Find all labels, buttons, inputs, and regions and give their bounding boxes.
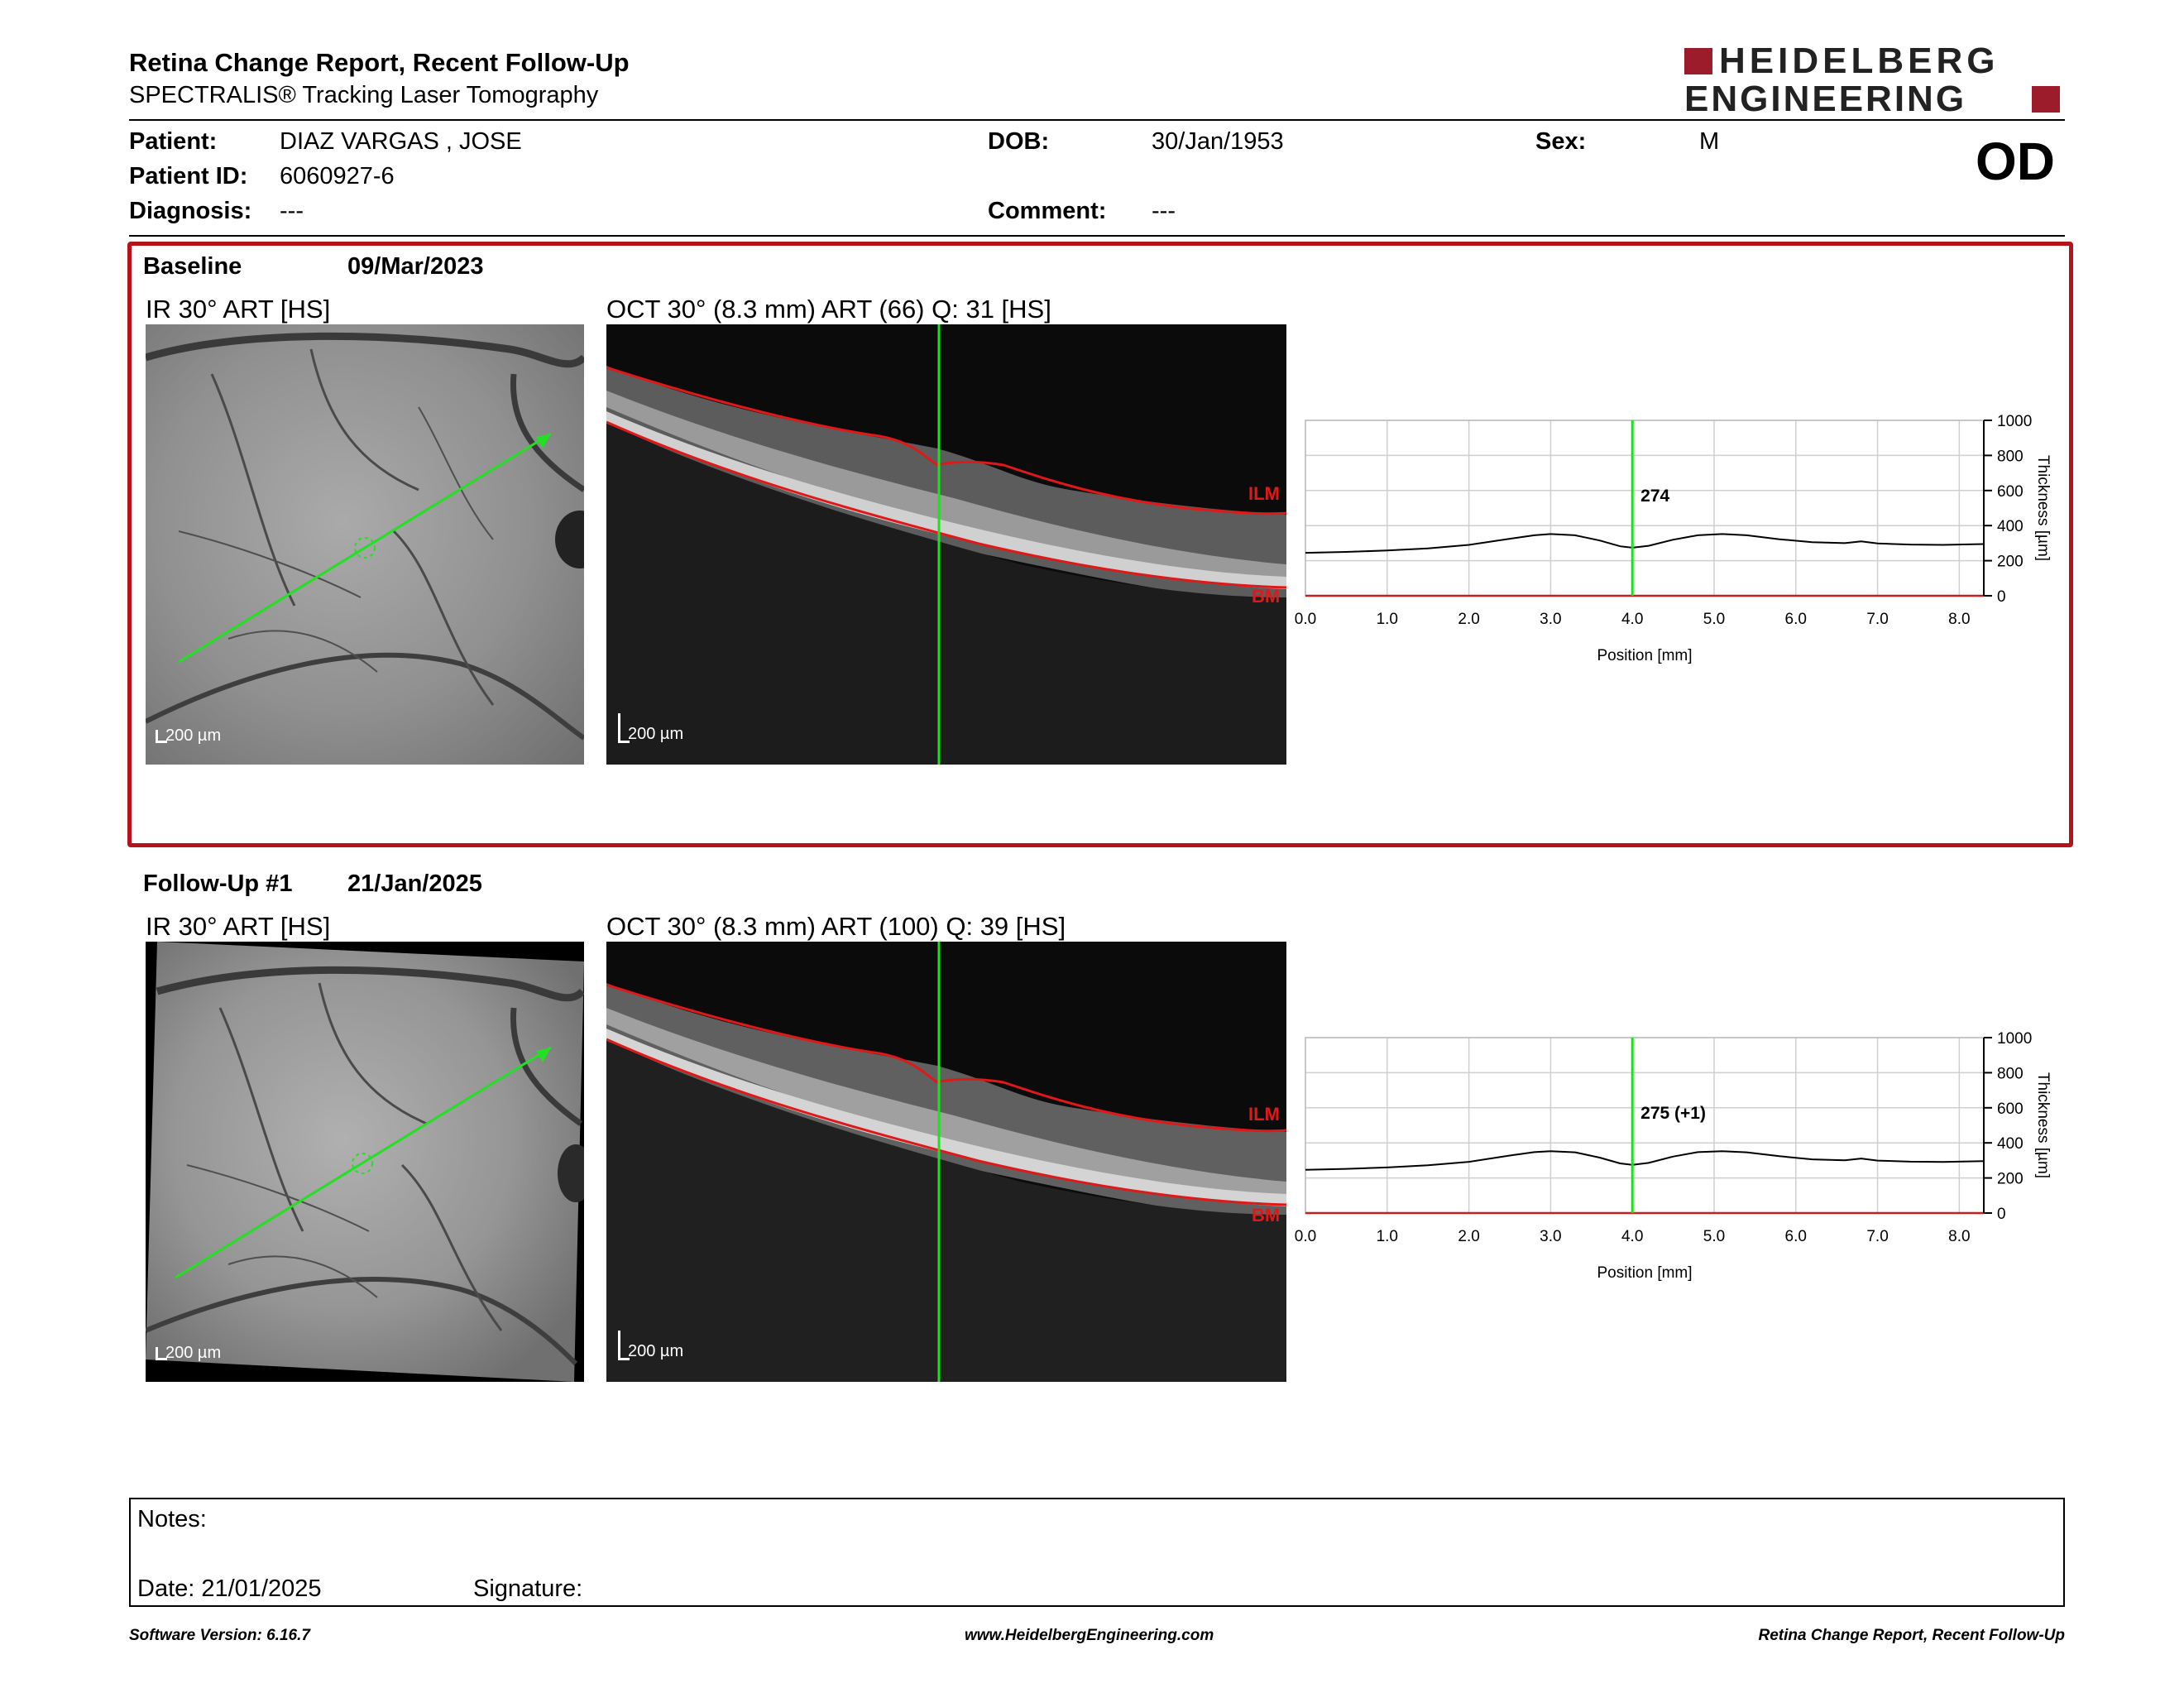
marker-value-label: 275 (+1) (1640, 1104, 1706, 1123)
followup-oct-layers: ILM BM (606, 942, 1286, 1382)
y-axis-label: Thickness [µm] (2034, 455, 2052, 561)
baseline-thickness-chart: 0 200 400 600 800 1000 0.0 1.0 2.0 3.0 4.0 5.0 6.0 7.… (1295, 413, 2052, 664)
report-subtitle: SPECTRALIS® Tracking Laser Tomography (129, 82, 599, 108)
thickness-line (1305, 1150, 1985, 1171)
followup-ir-vessels (146, 942, 584, 1382)
y-tick-label: 200 (1997, 554, 2024, 571)
y-tick-label: 0 (1997, 588, 2006, 606)
followup-ir-scale: 200 µm (165, 1344, 222, 1362)
baseline-date: 09/Mar/2023 (347, 253, 484, 280)
plot-frame (1305, 1037, 1985, 1214)
x-tick-label: 7.0 (1866, 611, 1888, 628)
baseline-ir-label: IR 30° ART [HS] (146, 295, 331, 324)
report-title: Retina Change Report, Recent Follow-Up (129, 48, 630, 77)
followup-oct-scale: 200 µm (628, 1342, 684, 1360)
followup-bm-label: BM (1252, 1205, 1280, 1225)
y-tick-label: 800 (1997, 1065, 2024, 1082)
x-tick-label: 4.0 (1621, 1228, 1643, 1245)
patient-label: Patient: (129, 128, 218, 155)
eye-indicator: OD (1976, 132, 2055, 191)
baseline-oct-label: OCT 30° (8.3 mm) ART (66) Q: 31 [HS] (606, 295, 1051, 324)
baseline-frame (127, 242, 2073, 847)
x-tick-label: 0.0 (1295, 1228, 1316, 1245)
baseline-oct-layers: ILM BM (606, 324, 1286, 765)
dob-value: 30/Jan/1953 (1152, 128, 1284, 155)
footer-report-name: Retina Change Report, Recent Follow-Up (1758, 1627, 2065, 1644)
x-tick-label: 6.0 (1785, 1228, 1807, 1245)
marker-value-label: 274 (1640, 487, 1669, 506)
y-tick-label: 600 (1997, 1101, 2024, 1118)
baseline-ir-vessels (146, 332, 584, 741)
patient-name: DIAZ VARGAS , JOSE (280, 128, 522, 155)
y-tick-label: 200 (1997, 1171, 2024, 1188)
plot-frame (1305, 420, 1985, 597)
followup-label: Follow-Up #1 (143, 870, 293, 897)
signature-label: Signature: (473, 1575, 583, 1602)
followup-ir-label: IR 30° ART [HS] (146, 912, 331, 941)
logo-line-1: HEIDELBERG (1719, 41, 2000, 81)
y-tick-label: 0 (1997, 1206, 2006, 1223)
y-tick-label: 400 (1997, 518, 2024, 535)
x-tick-label: 6.0 (1785, 611, 1807, 628)
followup-thickness-chart: 0 200 400 600 800 1000 0.0 1.0 2.0 3.0 4.0 5.0 6.0 7.… (1295, 1030, 2052, 1282)
baseline-ir-scale: 200 µm (165, 727, 222, 745)
x-tick-label: 2.0 (1458, 611, 1479, 628)
x-tick-label: 5.0 (1703, 611, 1725, 628)
baseline-ir-image: 200 µm (146, 324, 584, 765)
followup-ir-image: 200 µm (146, 942, 584, 1382)
baseline-oct-scale: 200 µm (628, 725, 684, 743)
y-axis-label: Thickness [µm] (2034, 1072, 2052, 1178)
y-tick-label: 400 (1997, 1135, 2024, 1153)
baseline-ilm-label: ILM (1248, 483, 1280, 504)
diagnosis-value: --- (280, 198, 304, 224)
x-tick-label: 8.0 (1948, 1228, 1970, 1245)
x-tick-label: 4.0 (1621, 611, 1643, 628)
baseline-label: Baseline (143, 253, 242, 280)
x-tick-label: 0.0 (1295, 611, 1316, 628)
heidelberg-logo: HEIDELBERG ENGINEERING (1684, 43, 2065, 117)
notes-label: Notes: (137, 1506, 207, 1532)
comment-value: --- (1152, 198, 1176, 224)
followup-oct-label: OCT 30° (8.3 mm) ART (100) Q: 39 [HS] (606, 912, 1066, 941)
patient-id-value: 6060927-6 (280, 163, 395, 189)
x-tick-label: 1.0 (1377, 1228, 1398, 1245)
y-tick-label: 800 (1997, 448, 2024, 465)
x-tick-label: 8.0 (1948, 611, 1970, 628)
logo-line-2: ENGINEERING (1684, 79, 1967, 119)
comment-label: Comment: (988, 198, 1107, 224)
sex-label: Sex: (1535, 128, 1587, 155)
x-axis-label: Position [mm] (1597, 647, 1692, 664)
y-tick-label: 600 (1997, 483, 2024, 501)
notes-box[interactable]: Notes: Date: 21/01/2025 Signature: (129, 1498, 2065, 1607)
thickness-line (1305, 533, 1985, 554)
y-tick-label: 1000 (1997, 1030, 2032, 1048)
followup-oct-image: ILM BM 200 µm (606, 942, 1286, 1382)
baseline-oct-image: ILM BM 200 µm (606, 324, 1286, 765)
diagnosis-label: Diagnosis: (129, 198, 252, 224)
dob-label: DOB: (988, 128, 1050, 155)
patient-id-label: Patient ID: (129, 163, 248, 189)
x-axis-label: Position [mm] (1597, 1264, 1692, 1282)
footer-software-version: Software Version: 6.16.7 (129, 1627, 310, 1644)
x-tick-label: 2.0 (1458, 1228, 1479, 1245)
x-tick-label: 1.0 (1377, 611, 1398, 628)
footer-website[interactable]: www.HeidelbergEngineering.com (965, 1627, 1214, 1644)
x-tick-label: 3.0 (1540, 1228, 1561, 1245)
notes-date: Date: 21/01/2025 (137, 1575, 322, 1602)
x-tick-label: 7.0 (1866, 1228, 1888, 1245)
baseline-bm-label: BM (1252, 586, 1280, 607)
sex-value: M (1699, 128, 1720, 155)
x-tick-label: 5.0 (1703, 1228, 1725, 1245)
followup-date: 21/Jan/2025 (347, 870, 482, 897)
followup-ilm-label: ILM (1248, 1104, 1280, 1125)
y-tick-label: 1000 (1997, 413, 2032, 430)
x-tick-label: 3.0 (1540, 611, 1561, 628)
